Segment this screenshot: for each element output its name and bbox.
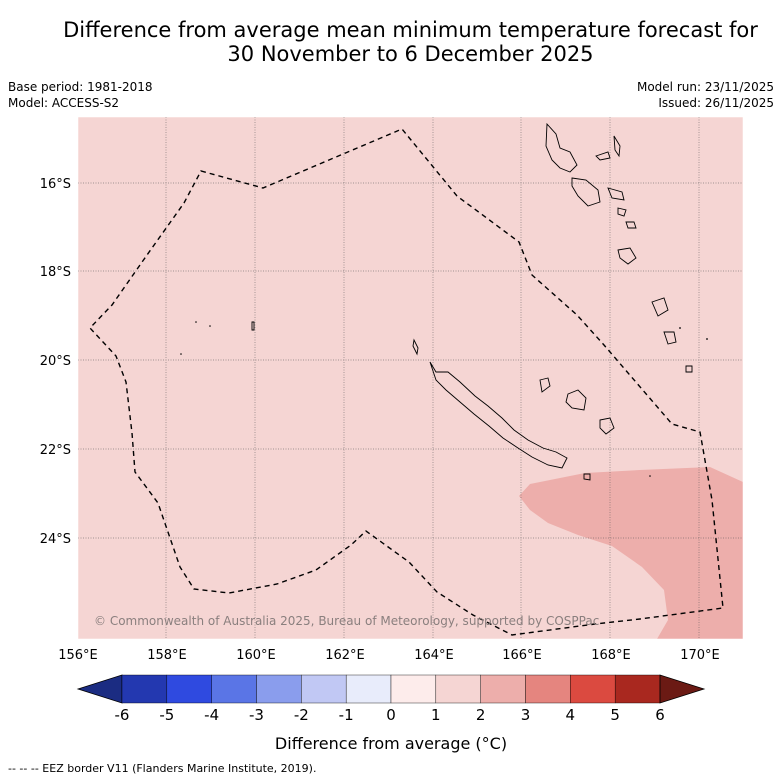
base-period: Base period: 1981-2018 (8, 80, 153, 94)
colorbar-cell (525, 674, 571, 704)
lat-labels: 16°S 18°S 20°S 22°S 24°S (40, 177, 71, 547)
espiritu-santo-coast (545, 122, 578, 173)
colorbar-cell (480, 674, 526, 704)
colorbar-cell (121, 674, 168, 704)
small-islands (180, 321, 708, 477)
lon-label: 158°E (147, 648, 187, 663)
lat-label: 22°S (40, 443, 71, 458)
lon-label: 168°E (591, 648, 631, 663)
colorbar-tick-label: 4 (566, 706, 576, 724)
chart-title: Difference from average mean minimum tem… (0, 18, 781, 66)
colorbar-cell (345, 674, 392, 704)
colorbar-tick-label: 6 (655, 706, 665, 724)
lon-label: 160°E (236, 648, 276, 663)
eez-legend-note: -- -- -- EEZ border V11 (Flanders Marine… (8, 762, 317, 775)
lat-label: 24°S (40, 532, 71, 547)
lon-label: 156°E (58, 648, 98, 663)
aneityum-island (685, 365, 693, 373)
model-run: Model run: 23/11/2025 (636, 80, 774, 94)
issued-date: Issued: 26/11/2025 (658, 96, 774, 110)
colorbar-cell (570, 674, 616, 704)
coastlines (251, 122, 693, 481)
colorbar-cell (166, 674, 212, 704)
colorbar-tick-label: -5 (159, 706, 174, 724)
title-line-1: Difference from average mean minimum tem… (63, 18, 758, 42)
ambrym-island (607, 187, 625, 201)
colorbar-tick-label: 0 (386, 706, 396, 724)
erromango-island (651, 297, 669, 317)
belep-islands (412, 338, 419, 356)
map-frame (77, 116, 744, 640)
lon-labels: 156°E 158°E 160°E 162°E 164°E 166°E 168°… (58, 648, 720, 663)
colorbar-cell (301, 674, 347, 704)
lifou-island (565, 389, 587, 411)
mare-island (599, 417, 615, 435)
colorbar-tick-label: 5 (610, 706, 620, 724)
shepherd-islands (625, 221, 637, 229)
meta-left: Base period: 1981-2018 Model: ACCESS-S2 (8, 79, 153, 111)
lat-label: 18°S (40, 265, 71, 280)
malekula-island (571, 177, 601, 207)
colorbar-tick-label: -3 (249, 706, 264, 724)
tanna-island (663, 331, 677, 345)
lat-label: 16°S (40, 177, 71, 192)
epi-island (617, 207, 627, 217)
new-caledonia-coast (429, 361, 568, 469)
colorbar-cell (211, 674, 257, 704)
pentecost-island (613, 135, 621, 158)
colorbar-tick-label: 2 (476, 706, 486, 724)
lat-label: 20°S (40, 354, 71, 369)
isle-of-pines (583, 473, 591, 481)
lon-label: 170°E (680, 648, 720, 663)
colorbar-cell (614, 674, 661, 704)
colorbar-cell (390, 674, 437, 704)
colorbar-cells (121, 674, 661, 704)
colorbar-extend-high (659, 674, 706, 704)
colorbar-tick-label: -6 (115, 706, 130, 724)
colorbar-ticks: -6 -5 -4 -3 -2 -1 0 1 2 3 4 5 6 (115, 706, 665, 724)
colorbar: -6 -5 -4 -3 -2 -1 0 1 2 3 4 5 6 (76, 674, 706, 724)
meta-right: Model run: 23/11/2025 Issued: 26/11/2025 (637, 79, 774, 111)
gridlines (78, 117, 743, 639)
colorbar-label: Difference from average (°C) (275, 734, 507, 753)
eez-border (89, 128, 724, 636)
copyright-notice: © Commonwealth of Australia 2025, Bureau… (94, 614, 599, 628)
colorbar-tick-label: 1 (431, 706, 441, 724)
lon-label: 162°E (325, 648, 365, 663)
lon-label: 164°E (414, 648, 454, 663)
anomaly-region-2-to-3 (519, 467, 743, 639)
colorbar-tick-label: 3 (521, 706, 531, 724)
colorbar-tick-label: -1 (339, 706, 354, 724)
colorbar-cell (435, 674, 481, 704)
title-line-2: 30 November to 6 December 2025 (227, 42, 594, 66)
lon-label: 166°E (502, 648, 542, 663)
ouvea-island (539, 377, 551, 393)
colorbar-tick-label: -2 (294, 706, 309, 724)
model-name: Model: ACCESS-S2 (8, 96, 120, 110)
chesterfield-reef (251, 321, 255, 331)
colorbar-cell (256, 674, 302, 704)
efate-island (617, 247, 637, 265)
maewo-island (595, 151, 611, 161)
colorbar-extend-low (76, 674, 123, 704)
colorbar-tick-label: -4 (204, 706, 219, 724)
